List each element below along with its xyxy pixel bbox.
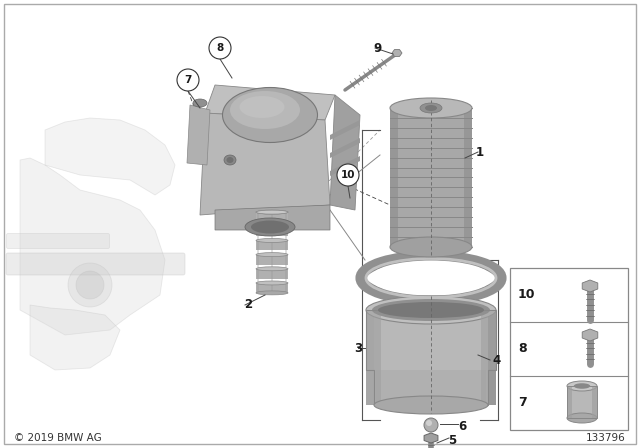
Polygon shape — [366, 310, 381, 405]
Text: 3: 3 — [354, 341, 362, 354]
Ellipse shape — [370, 260, 492, 296]
Polygon shape — [256, 241, 288, 250]
Polygon shape — [330, 138, 360, 158]
FancyBboxPatch shape — [6, 233, 109, 249]
Ellipse shape — [245, 218, 295, 236]
Circle shape — [209, 37, 231, 59]
Ellipse shape — [227, 157, 234, 163]
Text: 2: 2 — [244, 298, 252, 311]
Circle shape — [177, 69, 199, 91]
Polygon shape — [30, 305, 120, 370]
Polygon shape — [187, 105, 210, 165]
Polygon shape — [481, 310, 496, 405]
Circle shape — [76, 271, 104, 299]
Bar — [592, 386, 597, 418]
Polygon shape — [256, 283, 288, 293]
Text: © 2019 BMW AG: © 2019 BMW AG — [14, 433, 102, 443]
Ellipse shape — [256, 238, 288, 242]
Circle shape — [426, 420, 432, 426]
Bar — [271, 213, 273, 292]
Text: 10: 10 — [518, 289, 536, 302]
Polygon shape — [215, 205, 330, 230]
Polygon shape — [582, 280, 598, 292]
Polygon shape — [330, 156, 360, 176]
Ellipse shape — [420, 103, 442, 113]
Polygon shape — [424, 433, 438, 443]
Polygon shape — [205, 85, 335, 120]
Bar — [374, 310, 488, 405]
Bar — [390, 108, 398, 247]
Ellipse shape — [256, 281, 288, 285]
Ellipse shape — [366, 296, 496, 324]
Ellipse shape — [239, 96, 285, 118]
Bar — [567, 386, 597, 418]
Text: 133796: 133796 — [586, 433, 626, 443]
Bar — [390, 108, 472, 247]
Polygon shape — [582, 329, 598, 341]
Ellipse shape — [567, 413, 597, 423]
Ellipse shape — [378, 302, 484, 318]
Polygon shape — [256, 212, 288, 222]
Polygon shape — [330, 95, 360, 210]
Bar — [464, 108, 472, 247]
Bar — [285, 213, 287, 292]
Text: 9: 9 — [374, 42, 382, 55]
Ellipse shape — [256, 224, 288, 228]
Text: 8: 8 — [518, 343, 527, 356]
Ellipse shape — [223, 87, 317, 142]
Polygon shape — [392, 50, 402, 56]
Ellipse shape — [193, 99, 207, 107]
FancyBboxPatch shape — [6, 253, 185, 275]
Text: 1: 1 — [476, 146, 484, 159]
Bar — [376, 370, 486, 405]
Polygon shape — [45, 118, 175, 195]
Text: 5: 5 — [448, 434, 456, 447]
Polygon shape — [256, 254, 288, 264]
Text: 8: 8 — [216, 43, 223, 53]
Ellipse shape — [230, 91, 300, 129]
Polygon shape — [256, 226, 288, 236]
Polygon shape — [200, 113, 330, 215]
Circle shape — [424, 418, 438, 432]
Ellipse shape — [390, 237, 472, 257]
Text: 10: 10 — [340, 170, 355, 180]
Bar — [510, 268, 628, 430]
Ellipse shape — [256, 267, 288, 271]
Polygon shape — [486, 310, 496, 405]
Ellipse shape — [374, 396, 488, 414]
Polygon shape — [20, 158, 165, 335]
Ellipse shape — [425, 105, 437, 111]
Polygon shape — [330, 120, 360, 140]
Ellipse shape — [256, 210, 288, 214]
Text: 4: 4 — [493, 353, 501, 366]
Bar — [567, 386, 597, 418]
Ellipse shape — [256, 253, 288, 257]
Ellipse shape — [224, 155, 236, 165]
Ellipse shape — [390, 98, 472, 118]
Text: 6: 6 — [458, 419, 466, 432]
Text: 7: 7 — [518, 396, 527, 409]
Circle shape — [337, 164, 359, 186]
Bar — [567, 386, 572, 418]
Text: 7: 7 — [184, 75, 192, 85]
Polygon shape — [366, 310, 376, 405]
Ellipse shape — [256, 210, 288, 214]
Circle shape — [68, 263, 112, 307]
Polygon shape — [256, 269, 288, 279]
Ellipse shape — [256, 291, 288, 295]
Ellipse shape — [567, 381, 597, 391]
Ellipse shape — [372, 299, 490, 321]
Bar — [257, 213, 259, 292]
Ellipse shape — [251, 220, 289, 233]
Ellipse shape — [573, 383, 590, 389]
